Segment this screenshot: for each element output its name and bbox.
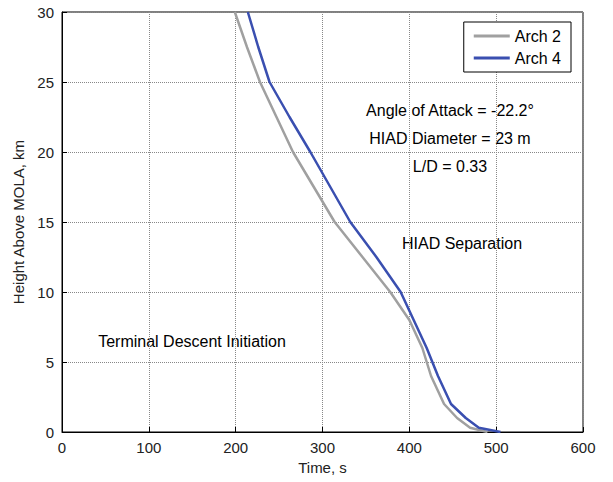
svg-text:0: 0 [58,439,66,456]
svg-text:400: 400 [397,439,422,456]
svg-text:HIAD Diameter = 23 m: HIAD Diameter = 23 m [369,130,530,147]
svg-text:0: 0 [46,424,54,441]
svg-text:200: 200 [223,439,248,456]
svg-text:30: 30 [37,4,54,21]
svg-text:300: 300 [310,439,335,456]
svg-text:25: 25 [37,74,54,91]
svg-text:Arch 4: Arch 4 [515,50,561,67]
svg-text:500: 500 [484,439,509,456]
svg-text:20: 20 [37,144,54,161]
svg-text:Terminal Descent Initiation: Terminal Descent Initiation [98,333,286,350]
svg-text:Time, s: Time, s [298,459,347,476]
svg-text:Arch 2: Arch 2 [515,28,561,45]
svg-text:10: 10 [37,284,54,301]
svg-text:HIAD Separation: HIAD Separation [402,235,522,252]
svg-text:100: 100 [136,439,161,456]
svg-text:5: 5 [46,354,54,371]
svg-text:Angle of Attack = -22.2°: Angle of Attack = -22.2° [366,102,534,119]
svg-text:Height Above MOLA, km: Height Above MOLA, km [10,140,27,304]
svg-text:L/D = 0.33: L/D = 0.33 [413,158,487,175]
svg-text:15: 15 [37,214,54,231]
svg-text:600: 600 [570,439,595,456]
